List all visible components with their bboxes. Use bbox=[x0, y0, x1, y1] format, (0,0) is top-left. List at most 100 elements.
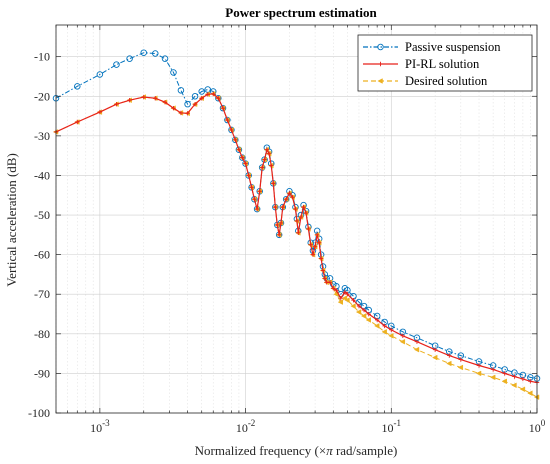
data-point-desired-solution bbox=[413, 346, 420, 353]
y-tick-label: -50 bbox=[34, 208, 50, 222]
data-point-desired-solution bbox=[365, 317, 371, 323]
legend-item-desired-solution: Desired solution bbox=[363, 74, 488, 88]
data-point-pi-rl-solution bbox=[75, 119, 80, 125]
data-point-pi-rl-solution bbox=[276, 232, 282, 238]
data-point-pi-rl-solution bbox=[178, 110, 184, 116]
data-point-pi-rl-solution bbox=[345, 292, 350, 297]
data-point-pi-rl-solution bbox=[275, 222, 280, 228]
data-point-desired-solution bbox=[360, 313, 367, 319]
data-point-pi-rl-solution bbox=[233, 137, 238, 143]
data-point-pi-rl-solution bbox=[280, 204, 285, 210]
data-point-pi-rl-solution bbox=[389, 327, 394, 333]
data-point-pi-rl-solution bbox=[512, 374, 517, 379]
data-point-pi-rl-solution bbox=[269, 163, 274, 168]
y-tick-label: -40 bbox=[34, 168, 50, 182]
data-point-pi-rl-solution bbox=[185, 111, 190, 116]
data-point-pi-rl-solution bbox=[334, 288, 339, 293]
data-point-pi-rl-solution bbox=[264, 147, 270, 152]
legend-item-pi-rl-solution: PI-RL solution bbox=[363, 57, 480, 71]
data-point-desired-solution bbox=[337, 299, 344, 305]
data-point-pi-rl-solution bbox=[249, 185, 254, 190]
x-tick-label: 10-2 bbox=[236, 418, 256, 435]
tick-marks bbox=[55, 25, 538, 414]
data-point-pi-rl-solution bbox=[266, 151, 272, 156]
data-point-pi-rl-solution bbox=[306, 226, 311, 232]
data-point-pi-rl-solution bbox=[312, 244, 318, 249]
data-point-desired-solution bbox=[519, 386, 526, 393]
data-point-pi-rl-solution bbox=[342, 290, 348, 295]
data-point-pi-rl-solution bbox=[220, 105, 226, 111]
data-point-pi-rl-solution bbox=[374, 317, 380, 323]
data-point-pi-rl-solution bbox=[254, 206, 260, 212]
data-point-pi-rl-solution bbox=[320, 268, 326, 273]
data-point-pi-rl-solution bbox=[432, 347, 438, 352]
series-layer bbox=[52, 49, 541, 400]
y-tick-label: -90 bbox=[34, 366, 50, 380]
legend: Passive suspension PI-RL solution Desired … bbox=[357, 34, 533, 92]
data-point-passive-suspension bbox=[170, 69, 177, 76]
data-point-pi-rl-solution bbox=[301, 204, 306, 210]
data-point-pi-rl-solution bbox=[205, 92, 210, 97]
plot-border bbox=[55, 24, 538, 414]
data-point-pi-rl-solution bbox=[310, 252, 316, 257]
legend-box bbox=[357, 34, 533, 92]
data-point-pi-rl-solution bbox=[127, 98, 132, 103]
legend-marker-pi-rl-solution bbox=[378, 61, 383, 67]
data-point-pi-rl-solution bbox=[298, 214, 304, 220]
data-point-pi-rl-solution bbox=[356, 303, 362, 309]
data-point-pi-rl-solution bbox=[338, 295, 343, 301]
data-point-passive-suspension bbox=[184, 100, 191, 108]
data-point-pi-rl-solution bbox=[303, 210, 309, 216]
data-point-passive-suspension bbox=[126, 55, 133, 62]
data-point-pi-rl-solution bbox=[236, 147, 242, 152]
data-point-pi-rl-solution bbox=[447, 353, 452, 358]
data-point-pi-rl-solution bbox=[192, 101, 198, 107]
data-point-desired-solution bbox=[355, 309, 362, 315]
data-point-desired-solution bbox=[374, 323, 380, 329]
data-point-pi-rl-solution bbox=[278, 220, 284, 226]
data-point-passive-suspension bbox=[161, 55, 169, 62]
data-point-pi-rl-solution bbox=[211, 91, 216, 97]
data-point-pi-rl-solution bbox=[331, 286, 336, 291]
series-pi-rl-solution bbox=[53, 91, 540, 385]
y-tick-label: -80 bbox=[34, 327, 50, 341]
data-point-pi-rl-solution bbox=[308, 242, 313, 247]
data-point-passive-suspension bbox=[113, 61, 120, 68]
data-point-pi-rl-solution bbox=[246, 173, 251, 178]
data-point-desired-solution bbox=[381, 329, 387, 335]
y-tick-label: -10 bbox=[34, 50, 50, 64]
data-point-pi-rl-solution bbox=[114, 101, 119, 107]
data-point-pi-rl-solution bbox=[240, 155, 245, 160]
data-point-pi-rl-solution bbox=[97, 109, 103, 115]
data-point-pi-rl-solution bbox=[273, 204, 278, 210]
y-tick-label: -60 bbox=[34, 248, 50, 262]
data-point-pi-rl-solution bbox=[290, 195, 295, 200]
data-point-passive-suspension bbox=[191, 93, 199, 100]
data-point-desired-solution bbox=[350, 303, 356, 309]
data-point-pi-rl-solution bbox=[476, 363, 482, 368]
data-point-pi-rl-solution bbox=[294, 218, 300, 224]
data-point-desired-solution bbox=[399, 338, 406, 345]
data-point-pi-rl-solution bbox=[229, 127, 234, 133]
x-tick-label: 10-3 bbox=[90, 418, 110, 435]
data-point-desired-solution bbox=[446, 360, 452, 367]
data-point-pi-rl-solution bbox=[361, 307, 367, 313]
data-point-passive-suspension bbox=[140, 49, 147, 56]
data-point-pi-rl-solution bbox=[414, 339, 420, 344]
series-line-desired-solution bbox=[55, 93, 538, 398]
data-point-pi-rl-solution bbox=[316, 240, 322, 245]
data-point-passive-suspension bbox=[74, 83, 81, 90]
data-point-pi-rl-solution bbox=[366, 311, 371, 317]
data-point-pi-rl-solution bbox=[257, 189, 262, 194]
data-point-desired-solution bbox=[489, 374, 496, 381]
data-point-pi-rl-solution bbox=[153, 96, 158, 101]
data-point-desired-solution bbox=[511, 382, 517, 389]
chart-title: Power spectrum estimation bbox=[225, 5, 377, 20]
data-point-passive-suspension bbox=[96, 71, 104, 78]
data-point-desired-solution bbox=[341, 295, 348, 301]
data-point-pi-rl-solution bbox=[216, 96, 221, 101]
legend-label-pi-rl-solution: PI-RL solution bbox=[405, 57, 480, 71]
data-point-pi-rl-solution bbox=[490, 367, 496, 372]
y-tick-label: -20 bbox=[34, 89, 50, 103]
x-axis-tick-labels: 10-3 10-2 10-1 100 bbox=[90, 418, 546, 435]
